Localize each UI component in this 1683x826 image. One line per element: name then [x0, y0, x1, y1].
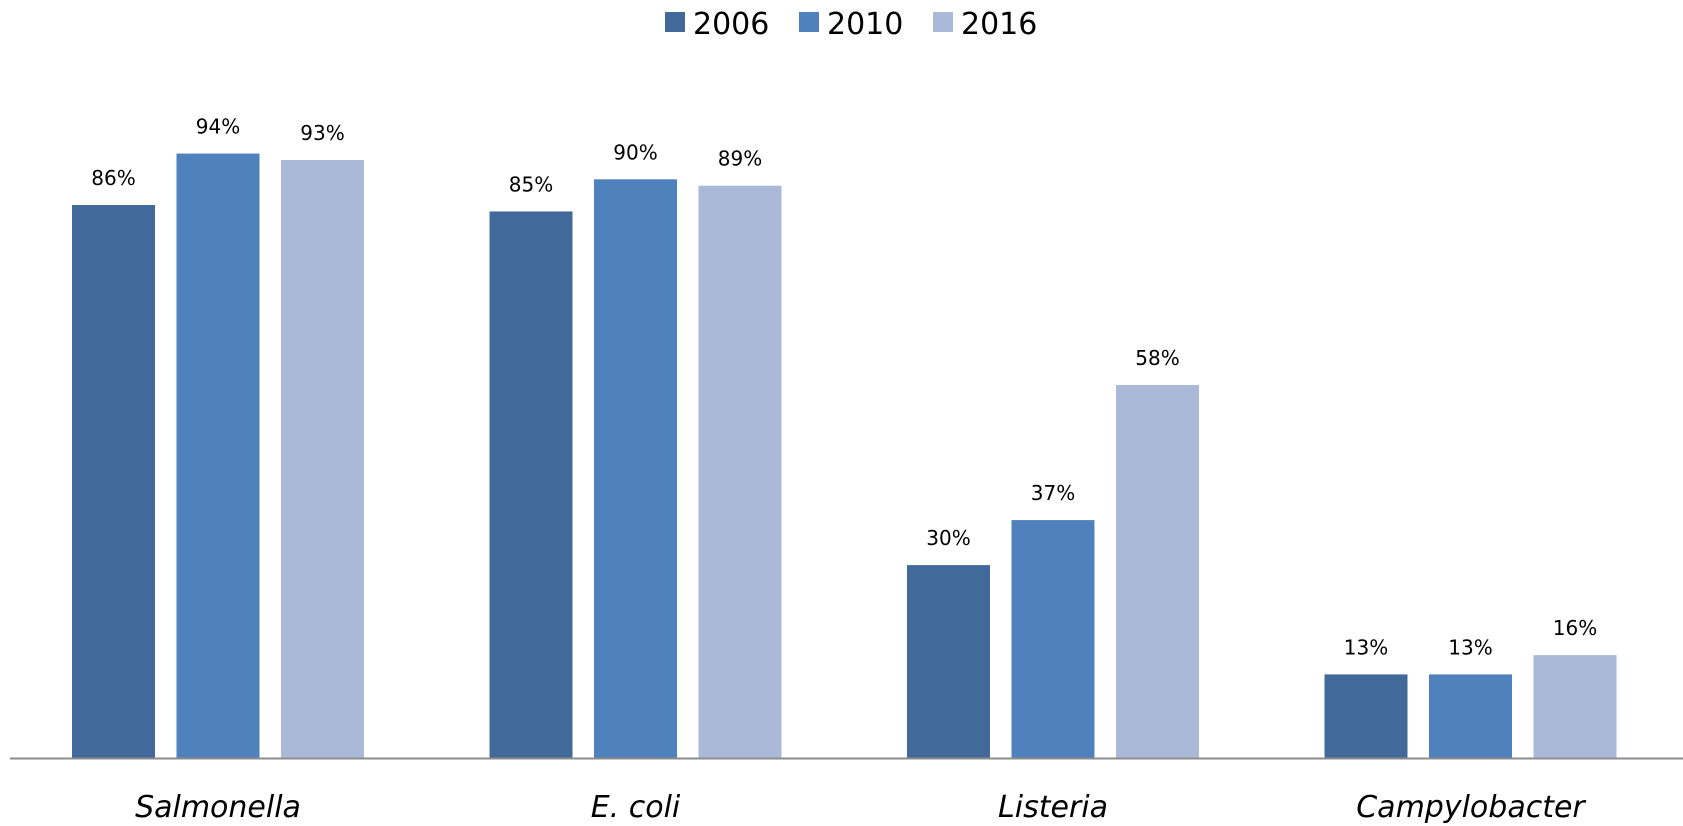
data-label-e-coli-2006: 85%	[509, 172, 553, 196]
data-label-listeria-2016: 58%	[1135, 346, 1179, 370]
category-label-campylobacter: Campylobacter	[1356, 790, 1586, 825]
bar-salmonella-2016	[281, 160, 364, 758]
data-label-salmonella-2006: 86%	[91, 166, 135, 190]
data-label-campylobacter-2010: 13%	[1448, 635, 1492, 659]
bar-e-coli-2016	[698, 185, 782, 759]
data-label-campylobacter-2006: 13%	[1344, 635, 1388, 659]
data-label-campylobacter-2016: 16%	[1553, 616, 1597, 640]
bar-campylobacter-2016	[1533, 655, 1617, 758]
data-label-listeria-2010: 37%	[1031, 481, 1075, 505]
data-label-salmonella-2010: 94%	[196, 115, 240, 139]
bar-listeria-2010	[1011, 520, 1095, 758]
bar-campylobacter-2010	[1429, 674, 1512, 758]
data-label-e-coli-2016: 89%	[718, 147, 762, 171]
category-labels: Salmonella E. coli Listeria Campylobacter	[135, 790, 1586, 825]
bar-listeria-2006	[907, 565, 990, 758]
data-label-e-coli-2010: 90%	[613, 140, 657, 164]
legend: 2006 2010 2016	[665, 7, 1037, 42]
data-label-salmonella-2016: 93%	[300, 121, 344, 145]
bar-salmonella-2006	[72, 205, 155, 758]
data-label-listeria-2006: 30%	[926, 526, 970, 550]
data-labels: 86% 94% 93% 85% 90% 89% 30% 37% 58% 13% 13% 16%	[91, 115, 1597, 660]
legend-swatch-2016	[933, 12, 953, 32]
bars	[72, 153, 1617, 759]
category-label-listeria: Listeria	[998, 790, 1108, 825]
category-label-salmonella: Salmonella	[135, 790, 301, 825]
bar-e-coli-2006	[489, 211, 573, 758]
bar-e-coli-2010	[594, 179, 677, 759]
bar-campylobacter-2006	[1324, 674, 1408, 758]
legend-label-2006: 2006	[693, 7, 769, 42]
legend-swatch-2006	[665, 12, 685, 32]
bar-listeria-2016	[1116, 385, 1199, 758]
legend-label-2016: 2016	[961, 7, 1037, 42]
legend-swatch-2010	[799, 12, 819, 32]
bar-salmonella-2010	[176, 153, 260, 758]
legend-label-2010: 2010	[827, 7, 903, 42]
category-label-e-coli: E. coli	[591, 790, 681, 825]
